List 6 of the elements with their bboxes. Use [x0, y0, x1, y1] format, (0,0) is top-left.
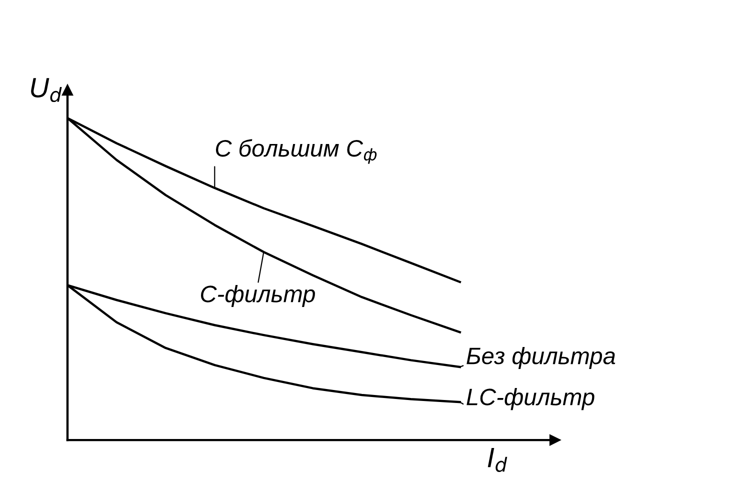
legend-label: С-фильтр	[201, 285, 315, 308]
x-axis-title: I$_{d}$	[488, 448, 508, 472]
series-label: С большим С$_{ф}$	[216, 139, 377, 164]
series-label: Без фильтра	[466, 346, 616, 369]
y-axis-title: U$_{d}$	[31, 78, 62, 102]
series-label: LC-фильтр	[466, 388, 594, 410]
